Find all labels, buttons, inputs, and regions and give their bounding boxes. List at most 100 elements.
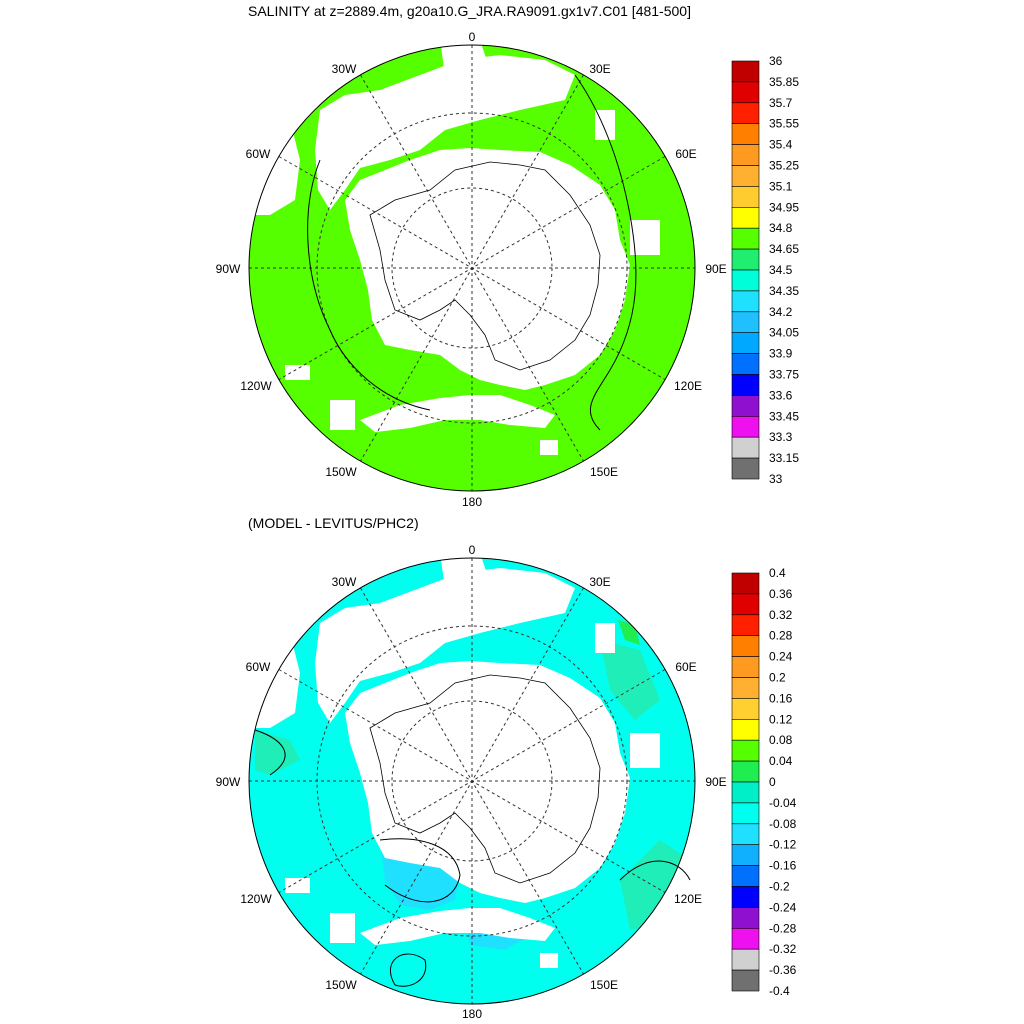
colorbar-swatch (731, 457, 760, 480)
lon-label-30e: 30E (589, 62, 610, 76)
colorbar-swatch (731, 207, 760, 229)
colorbar-swatch (731, 844, 760, 866)
weddell-mask (315, 568, 575, 723)
lon-label-120e: 120E (674, 892, 702, 906)
colorbar-swatch (731, 865, 760, 887)
colorbar-tick-label: 35.1 (769, 179, 793, 193)
colorbar-swatch (731, 656, 760, 678)
antarctica-landmask (345, 148, 630, 390)
colorbar-swatch (731, 415, 760, 438)
colorbar-tick-label: -0.2 (769, 880, 790, 894)
bottom-contour-line (254, 729, 691, 987)
africa-landmask (440, 558, 490, 593)
colorbar-swatch (731, 760, 760, 783)
colorbar-tick-label: 33.3 (769, 430, 793, 444)
colorbar-swatch (731, 81, 760, 104)
south-america-landmask (250, 633, 300, 728)
colorbar-tick-label: -0.12 (769, 838, 797, 852)
colorbar-swatch (731, 781, 760, 804)
bottom-panel: (MODEL - LEVITUS/PHC2) (216, 515, 797, 1021)
colorbar-swatch (731, 677, 760, 699)
colorbar-tick-label: 0.16 (769, 691, 793, 705)
colorbar-swatch (731, 102, 760, 125)
bottom-colorbar: 0.4 0.36 0.32 0.28 0.24 0.2 0.16 0.12 0.08 0.04 0 -… (731, 566, 797, 998)
colorbar-tick-label: 0.36 (769, 587, 793, 601)
island-mask (595, 623, 615, 653)
colorbar-tick-label: -0.08 (769, 817, 797, 831)
colorbar-swatch (731, 269, 760, 292)
colorbar-swatch (731, 927, 760, 950)
top-panel-title: SALINITY at z=2889.4m, g20a10.G_JRA.RA90… (248, 3, 691, 19)
island-mask (285, 878, 310, 893)
colorbar-swatch (731, 614, 760, 636)
colorbar-tick-label: 34.35 (769, 284, 799, 298)
colorbar-tick-label: 34.95 (769, 200, 799, 214)
anomaly-patch-zero (255, 730, 300, 775)
colorbar-swatch (731, 395, 760, 417)
colorbar-swatch (731, 593, 760, 616)
lon-label-120w: 120W (240, 379, 272, 393)
africa-landmask (440, 45, 490, 80)
island-mask (285, 365, 310, 380)
colorbar-tick-label: 33.45 (769, 409, 799, 423)
top-contour-line (307, 74, 637, 431)
colorbar-tick-label: 0.04 (769, 754, 793, 768)
colorbar-tick-label: 33.9 (769, 347, 793, 361)
colorbar-tick-label: 0 (769, 775, 776, 789)
lon-label-180: 180 (462, 1007, 482, 1021)
colorbar-swatch (731, 227, 760, 250)
colorbar-tick-label: 35.7 (769, 96, 793, 110)
island-mask (540, 953, 558, 968)
bottom-map-border (248, 557, 696, 1005)
bottom-map-fill-regions (250, 558, 690, 968)
top-coastline (369, 161, 601, 371)
lon-label-90w: 90W (216, 775, 241, 789)
colorbar-tick-label: 0.12 (769, 712, 793, 726)
colorbar-swatch (731, 635, 760, 657)
lon-label-90w: 90W (216, 262, 241, 276)
lon-label-150w: 150W (325, 978, 357, 992)
colorbar-tick-label: 35.55 (769, 117, 799, 131)
colorbar-swatch (731, 311, 760, 333)
bottom-coastline (369, 674, 601, 884)
lon-label-0: 0 (469, 30, 476, 44)
colorbar-tick-label: 34.65 (769, 242, 799, 256)
colorbar-tick-label: 0.08 (769, 733, 793, 747)
lon-label-0: 0 (469, 543, 476, 557)
island-mask (540, 440, 558, 455)
lon-label-60w: 60W (246, 147, 271, 161)
weddell-mask (315, 55, 575, 210)
lon-label-90e: 90E (705, 262, 726, 276)
colorbar-tick-label: 33.75 (769, 368, 799, 382)
top-colorbar: 36 35.85 35.7 35.55 35.4 35.25 35.1 34.95 34.8 34… (731, 54, 799, 486)
colorbar-tick-label: 36 (769, 54, 783, 68)
colorbar-swatch (731, 332, 760, 354)
colorbar-swatch (731, 353, 760, 375)
colorbar-swatch (731, 907, 760, 929)
colorbar-swatch (731, 186, 760, 208)
colorbar-swatch (731, 248, 760, 271)
bottom-panel-title: (MODEL - LEVITUS/PHC2) (248, 515, 419, 531)
lon-label-150e: 150E (590, 465, 618, 479)
lon-label-150w: 150W (325, 465, 357, 479)
colorbar-swatch (731, 823, 760, 845)
lon-label-120w: 120W (240, 892, 272, 906)
bottom-lon-labels: 0 30E 60E 90E 120E 150E 180 150W 120W 90… (216, 543, 727, 1021)
colorbar-tick-label: 35.25 (769, 159, 799, 173)
ross-shelf-mask (360, 908, 555, 945)
bottom-polar-map (248, 557, 696, 1005)
colorbar-tick-label: -0.28 (769, 921, 797, 935)
top-map-border (248, 44, 696, 492)
top-lon-labels: 0 30E 60E 90E 120E 150E 180 150W 120W 90… (216, 30, 727, 509)
top-polar-map (248, 44, 696, 492)
colorbar-swatch (731, 739, 760, 762)
colorbar-tick-label: 0.2 (769, 671, 786, 685)
lon-label-60e: 60E (675, 147, 696, 161)
colorbar-tick-label: 35.85 (769, 75, 799, 89)
lon-label-60e: 60E (675, 660, 696, 674)
colorbar-tick-label: 0.28 (769, 629, 793, 643)
colorbar-swatch (731, 60, 760, 83)
colorbar-tick-label: -0.4 (769, 984, 790, 998)
top-graticule (249, 45, 695, 491)
